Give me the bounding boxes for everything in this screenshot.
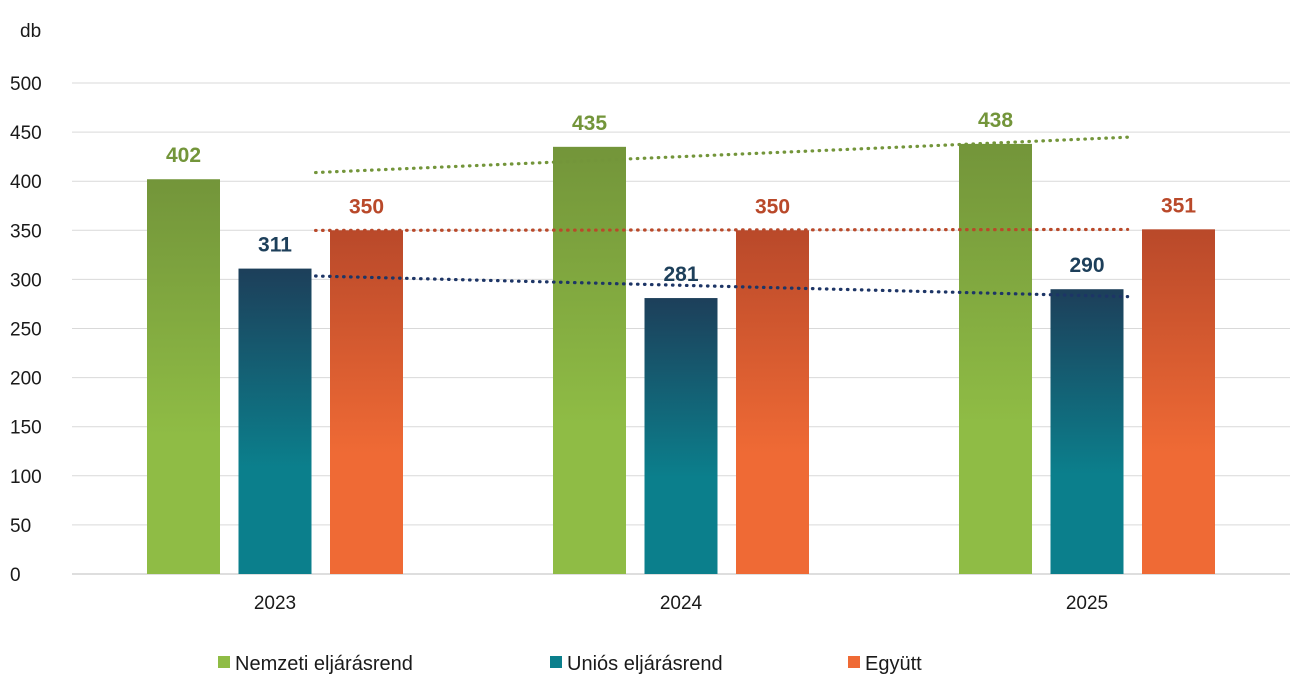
y-tick-label: 100 [10,467,42,488]
bar-együtt-2025 [1142,229,1215,574]
y-tick-label: 350 [10,221,42,242]
data-label: 290 [1069,254,1104,277]
bar-nemzeti-eljárásrend-2025 [959,143,1032,574]
x-axis-ticks: 2023 2024 2025 [254,593,1108,614]
y-tick-label: 200 [10,369,42,390]
bar-uniós-eljárásrend-2023 [238,268,312,574]
y-tick-label: 150 [10,418,42,439]
bar-nemzeti-eljárásrend-2024 [553,146,626,574]
data-label: 402 [166,144,201,167]
trendline-nemzeti-eljárásrend [314,135,1130,175]
y-tick-label: 450 [10,123,42,144]
y-tick-label: 50 [10,516,31,537]
bar-uniós-eljárásrend-2024 [644,298,718,574]
y-tick-label: 0 [10,565,21,586]
y-tick-label: 400 [10,172,42,193]
data-labels: 402 311 350 435 281 350 438 290 351 [166,109,1196,286]
legend-entry: Együtt [865,653,922,675]
y-axis-unit-label: db [20,21,41,42]
y-axis-ticks: 0 50 100 150 200 250 300 350 400 450 500 [10,74,42,586]
data-label: 350 [755,195,790,218]
legend-swatch [550,656,562,668]
bar-uniós-eljárásrend-2025 [1050,289,1124,574]
data-label: 350 [349,195,384,218]
data-label: 311 [258,234,292,257]
x-tick-label: 2023 [254,593,296,614]
y-tick-label: 250 [10,320,42,341]
legend-swatch [848,656,860,668]
y-tick-label: 300 [10,270,42,291]
x-tick-label: 2025 [1066,593,1108,614]
legend-entry: Uniós eljárásrend [567,653,723,675]
trendline-együtt [314,227,1130,233]
y-tick-label: 500 [10,74,42,95]
data-label: 438 [978,109,1013,132]
legend-entry: Nemzeti eljárásrend [235,653,413,675]
legend-swatch [218,656,230,668]
bar-együtt-2024 [736,230,809,575]
bar-együtt-2023 [330,230,403,575]
data-label: 351 [1161,194,1196,217]
data-label: 435 [572,112,607,135]
data-label: 281 [663,263,698,286]
bar-nemzeti-eljárásrend-2023 [147,179,220,574]
trendline-uniós-eljárásrend [314,274,1130,299]
bars [147,143,1215,575]
legend: Nemzeti eljárásrend Uniós eljárásrend Együ… [218,653,922,675]
trendlines [314,135,1130,299]
x-tick-label: 2024 [660,593,703,614]
